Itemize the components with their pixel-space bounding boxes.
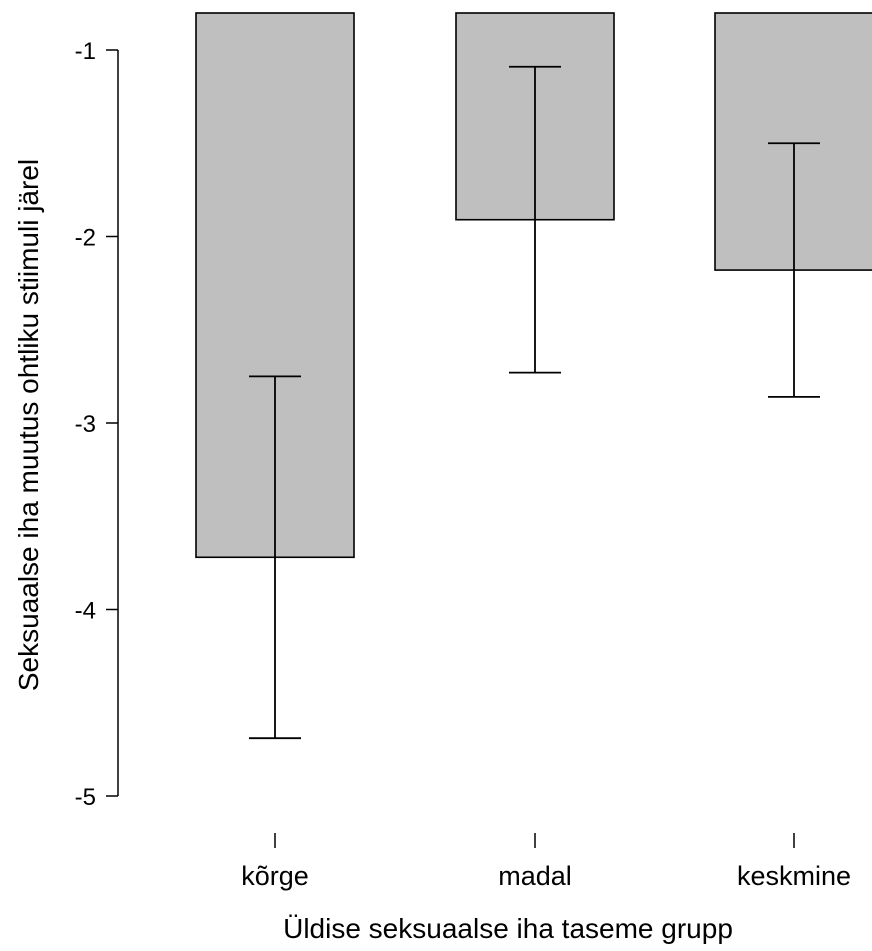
y-tick-label-4: -5: [75, 784, 96, 811]
bars-layer: [195, 12, 872, 559]
x-axis-title: Üldise seksuaalse iha taseme grupp: [283, 913, 733, 944]
y-tick-label-0: -1: [75, 38, 96, 65]
x-tick-label-0: kõrge: [241, 861, 309, 891]
error-bars-layer: [249, 65, 820, 740]
y-tick-label-3: -4: [75, 598, 96, 625]
x-tick-label-2: keskmine: [737, 861, 851, 891]
y-tick-label-1: -2: [75, 225, 96, 252]
y-axis-title: Seksuaalse iha muutus ohtliku stiimuli j…: [13, 159, 44, 691]
y-tick-label-2: -3: [75, 411, 96, 438]
x-axis: kõrge madal keskmine: [241, 833, 851, 891]
x-tick-label-1: madal: [498, 861, 572, 891]
y-axis: -1 -2 -3 -4 -5: [75, 38, 119, 811]
